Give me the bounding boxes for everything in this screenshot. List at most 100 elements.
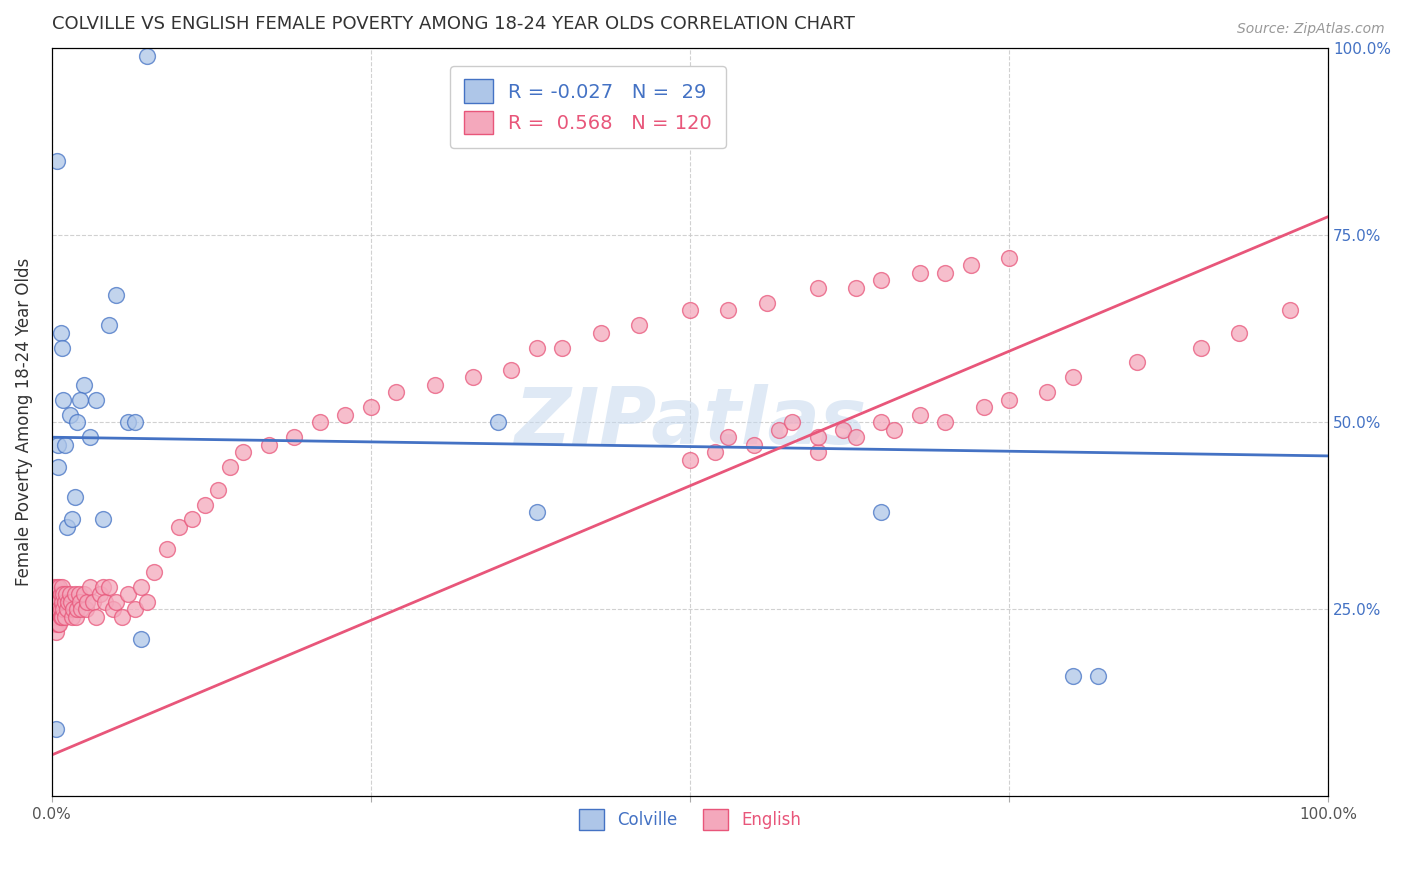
Point [1278,303,1301,318]
Point [94,595,117,609]
Point [59,587,82,601]
Point [1189,341,1212,355]
Point [806,281,828,295]
Point [117,415,139,429]
Point [69,595,91,609]
Point [1087,669,1109,683]
Point [42,595,65,609]
Point [501,363,523,377]
Point [589,326,612,340]
Point [308,415,330,429]
Point [89,587,111,601]
Point [46,438,69,452]
Point [52,602,75,616]
Point [679,303,702,318]
Point [104,288,127,302]
Point [60,609,83,624]
Point [42,602,65,616]
Point [46,595,69,609]
Point [98,318,121,332]
Text: Source: ZipAtlas.com: Source: ZipAtlas.com [1237,22,1385,37]
Point [45,595,67,609]
Point [934,415,956,429]
Point [194,498,217,512]
Point [768,423,790,437]
Point [53,609,76,624]
Legend: Colville, English: Colville, English [572,803,807,837]
Point [908,408,931,422]
Point [44,617,66,632]
Point [69,392,91,407]
Point [49,326,72,340]
Point [46,587,69,601]
Point [104,595,127,609]
Point [66,602,89,616]
Point [59,408,82,422]
Point [86,392,108,407]
Point [56,602,79,616]
Point [58,595,80,609]
Point [742,438,765,452]
Point [49,602,72,616]
Point [45,617,67,632]
Point [124,602,146,616]
Point [156,542,179,557]
Point [70,602,93,616]
Point [65,609,87,624]
Y-axis label: Female Poverty Among 18-24 Year Olds: Female Poverty Among 18-24 Year Olds [15,258,32,586]
Point [45,624,67,639]
Point [1062,370,1084,384]
Point [46,602,69,616]
Point [1062,669,1084,683]
Point [232,445,254,459]
Point [52,587,75,601]
Point [42,587,65,601]
Point [845,430,868,444]
Point [56,520,79,534]
Text: COLVILLE VS ENGLISH FEMALE POVERTY AMONG 18-24 YEAR OLDS CORRELATION CHART: COLVILLE VS ENGLISH FEMALE POVERTY AMONG… [52,15,855,33]
Point [48,617,70,632]
Point [423,377,446,392]
Point [169,520,191,534]
Point [63,490,86,504]
Point [73,377,96,392]
Point [82,595,104,609]
Text: ZIPatlas: ZIPatlas [513,384,866,460]
Point [48,595,70,609]
Point [98,580,121,594]
Point [832,423,855,437]
Point [207,483,229,497]
Point [526,505,548,519]
Point [461,370,484,384]
Point [111,609,134,624]
Point [998,392,1021,407]
Point [45,580,67,594]
Point [53,438,76,452]
Point [49,609,72,624]
Point [908,266,931,280]
Point [181,512,204,526]
Point [526,341,548,355]
Point [1125,355,1147,369]
Point [86,609,108,624]
Point [51,609,73,624]
Point [124,415,146,429]
Point [1036,385,1059,400]
Point [53,595,76,609]
Point [136,49,159,63]
Point [48,580,70,594]
Point [45,602,67,616]
Point [129,632,152,646]
Point [845,281,868,295]
Point [52,392,75,407]
Point [283,430,305,444]
Point [75,602,97,616]
Point [1227,326,1250,340]
Point [488,415,510,429]
Point [45,609,67,624]
Point [934,266,956,280]
Point [870,505,893,519]
Point [55,587,77,601]
Point [219,460,242,475]
Point [42,609,65,624]
